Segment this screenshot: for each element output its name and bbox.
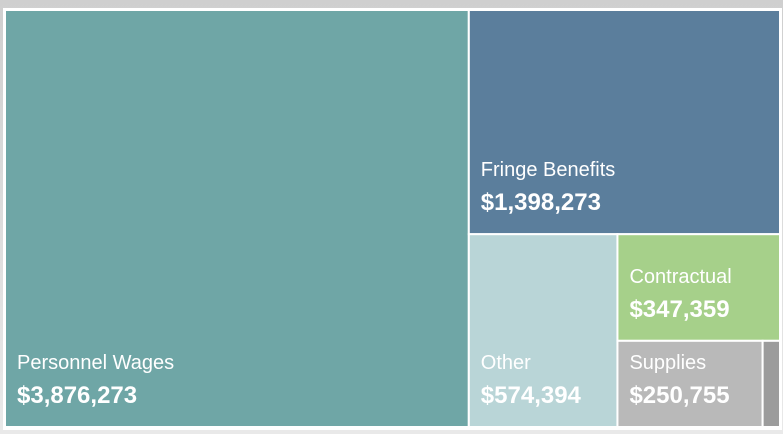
tile-label: Personnel Wages (17, 352, 174, 374)
tile-value: $1,398,273 (481, 189, 601, 216)
tile (616, 339, 764, 429)
tile (467, 233, 619, 428)
tile-label: Supplies (629, 352, 706, 374)
tile-label: Contractual (629, 266, 731, 288)
tile (761, 339, 781, 429)
tile-value: $250,755 (629, 382, 729, 409)
tile-value: $574,394 (481, 382, 582, 409)
tile-value: $347,359 (629, 296, 729, 323)
tile-value: $3,876,273 (17, 382, 137, 409)
tile (467, 9, 781, 236)
tile-label: Fringe Benefits (481, 159, 616, 181)
tile (4, 9, 470, 428)
tile-label: Other (481, 352, 531, 374)
